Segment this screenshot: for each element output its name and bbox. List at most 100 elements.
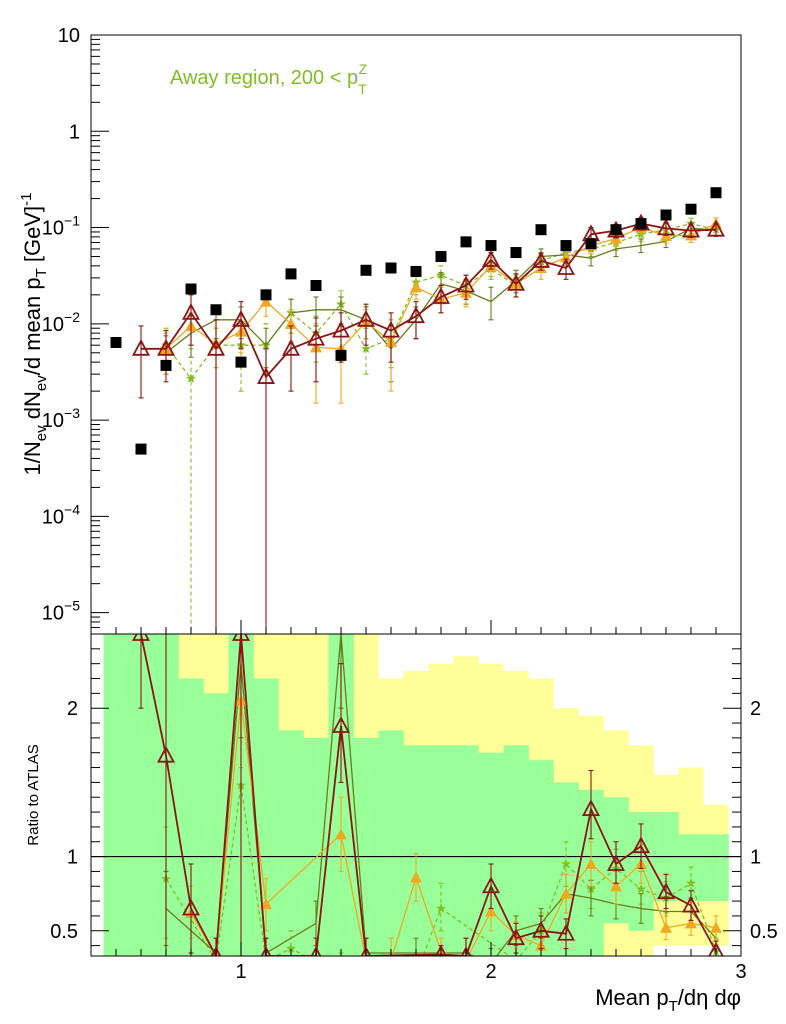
ratio-y-tick-label-right: 2 [750, 698, 761, 720]
atlas-data-point [410, 265, 422, 277]
main-series-3-point [556, 258, 576, 275]
ratio-series-2-point [335, 828, 347, 840]
ratio-series-3-point [681, 895, 701, 913]
main-series-3-point [406, 306, 426, 324]
ratio-series-0-line [165, 785, 717, 956]
main-series-2-point [410, 281, 422, 293]
ratio-series-0-point [636, 884, 646, 894]
atlas-data-point [610, 224, 622, 236]
y-tick-label-exponent: −4 [64, 501, 80, 517]
y-tick-label: 10−2 [42, 309, 80, 336]
main-series-3-point [681, 220, 701, 238]
main-series-2-point [285, 317, 297, 329]
ratio-series-3-point [181, 898, 201, 916]
main-series-3-point [206, 338, 226, 356]
atlas-data-point [210, 304, 222, 316]
x-axis-label: Mean pT/dη dφ [595, 985, 741, 1015]
main-series-0-line [165, 222, 717, 380]
ratio-series-0-point [286, 943, 296, 953]
ratio-series-2-point [685, 917, 697, 929]
y-tick-label-base: 1 [69, 121, 80, 143]
y-tick-label: 10−5 [42, 598, 80, 625]
atlas-data-point [185, 283, 197, 295]
green-band-bin [278, 730, 304, 956]
ratio-panel: 2 2 1 1 0.5 0.5 1 2 3 Ratio to ATLAS Mean pT/dη… [25, 633, 778, 1015]
atlas-data-point [135, 443, 147, 455]
annotation-main: Away region, 200 < p [170, 67, 358, 89]
main-series-2-point [260, 295, 272, 307]
atlas-data-point [310, 280, 322, 292]
ratio-series-0-point [515, 955, 517, 956]
ratio-series-3-point [708, 941, 724, 956]
x-tick-label: 2 [485, 961, 496, 983]
ratio-y-tick-label: 0.5 [50, 921, 78, 943]
green-band-bin [103, 634, 129, 956]
main-series-3-point [131, 338, 151, 356]
main-series-3-point [331, 320, 351, 338]
main-series-3-point [381, 320, 401, 338]
ratio-series-3-point [260, 946, 272, 956]
y-tick-label-base: 10 [42, 218, 64, 240]
y-tick-label-base: 10 [42, 603, 64, 625]
y-tick-label-exponent: −5 [64, 598, 80, 614]
ratio-series-0-point [411, 970, 421, 979]
atlas-data-point [110, 336, 122, 348]
ratio-uncertainty-bands [103, 634, 729, 956]
ratio-series-0-point [561, 858, 571, 869]
ratio-series-0-point [336, 970, 346, 979]
annotation-sup: Z [359, 61, 368, 77]
ratio-y-tick-label: 2 [67, 698, 78, 720]
main-series-3-point [306, 328, 326, 346]
ratio-series-0-point [390, 955, 392, 956]
ratio-series-3-point [331, 716, 351, 733]
main-series-0-point [186, 373, 196, 383]
ratio-series-3-point [531, 920, 551, 938]
ratio-series-2-point [585, 858, 597, 869]
main-series-3-point [706, 219, 726, 237]
ratio-series-2-point [485, 905, 497, 917]
ratio-y-axis: 2 2 1 1 0.5 0.5 [50, 648, 778, 947]
main-series-3-point [481, 250, 501, 267]
y-tick-label: 10−1 [42, 213, 80, 240]
main-y-label: 1/Nev dNev/d mean pT [GeV]-1 [18, 193, 50, 476]
atlas-data-point [660, 209, 672, 221]
ratio-series-3-point [481, 876, 501, 894]
ratio-series-3-point [460, 946, 472, 956]
ratio-series-3-point [556, 923, 576, 941]
atlas-data-point [560, 240, 572, 252]
y-tick-label-base: 10 [42, 410, 64, 432]
atlas-data-point [235, 356, 247, 368]
ratio-series-2-point [660, 921, 672, 933]
ratio-y-tick-label-right: 0.5 [750, 921, 778, 943]
ratio-series-3-point [581, 799, 601, 816]
ratio-series-3-point [131, 634, 151, 641]
atlas-data-point [485, 240, 497, 252]
atlas-data-point [285, 268, 297, 280]
ratio-series-3-point [606, 854, 626, 871]
green-band-bin [453, 745, 479, 956]
ratio-series-2-point [710, 921, 722, 933]
main-series-3-point [356, 309, 376, 327]
green-band-bin [378, 730, 404, 956]
atlas-data-point [360, 264, 372, 276]
ratio-series-0-point [436, 903, 446, 913]
ratio-series-0-point [686, 878, 696, 888]
atlas-data-point [385, 262, 397, 274]
main-series-3-point [506, 273, 526, 291]
main-series-3-point [456, 275, 476, 293]
x-tick-label: 3 [735, 961, 746, 983]
atlas-data-point [710, 187, 722, 199]
ratio-series-3-point [156, 745, 176, 763]
atlas-data-point [460, 236, 472, 248]
ratio-series-3-point [310, 946, 322, 956]
atlas-data-point [510, 247, 522, 259]
ratio-series-3-point [434, 944, 448, 956]
main-series-0-point [361, 343, 371, 353]
ratio-y-tick-label-right: 1 [750, 847, 761, 869]
ratio-series-0-point [265, 955, 267, 956]
annotation-sub: T [358, 81, 367, 97]
main-series-3-point [256, 367, 276, 384]
